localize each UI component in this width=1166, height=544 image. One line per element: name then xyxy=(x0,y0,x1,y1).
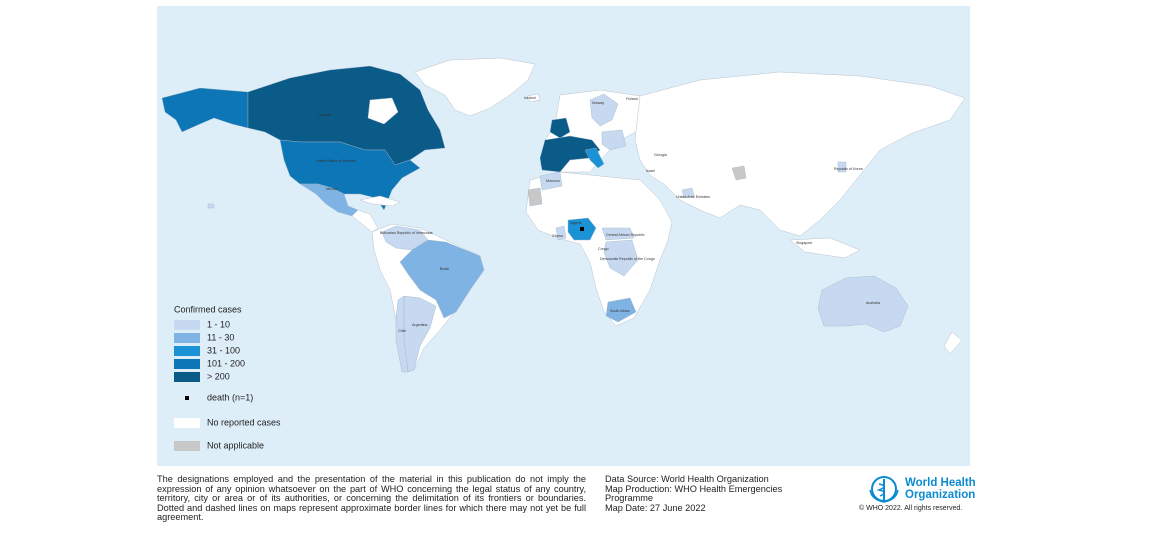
source-line: Data Source: World Health Organization xyxy=(605,474,769,484)
legend-swatch xyxy=(174,441,200,451)
legend-label: No reported cases xyxy=(207,417,281,427)
country-label: Central African Republic xyxy=(606,233,645,237)
country-region xyxy=(584,147,605,169)
landmass xyxy=(789,237,861,259)
logo-line: Organization xyxy=(905,488,976,501)
logo-line: World Health xyxy=(905,477,976,489)
legend-label: 101 - 200 xyxy=(207,358,245,368)
country-label: Iceland xyxy=(524,96,536,100)
country-region xyxy=(161,87,249,133)
landmass xyxy=(943,331,963,355)
who-logo-text: World Health Organization xyxy=(905,477,976,501)
who-emblem xyxy=(869,476,899,503)
landmass xyxy=(367,97,399,125)
country-label: United Arab Emirates xyxy=(676,195,710,199)
landmass xyxy=(526,93,541,103)
country-label: Canada xyxy=(318,113,331,117)
legend-label: 11 - 30 xyxy=(207,332,234,342)
country-region xyxy=(555,225,567,241)
country-region xyxy=(539,171,563,191)
country-label: Bolivarian Republic of Venezuela xyxy=(380,231,433,235)
country-region xyxy=(395,295,409,373)
country-label: Mexico xyxy=(326,187,337,191)
legend-label: Not applicable xyxy=(207,440,264,450)
country-label: Morocco xyxy=(546,179,560,183)
country-label: South Africa xyxy=(610,309,629,313)
country-region xyxy=(601,227,635,241)
country-region xyxy=(549,117,571,139)
legend-swatch xyxy=(174,359,200,369)
country-label: Democratic Republic of the Congo xyxy=(600,257,655,261)
country-label: Brazil xyxy=(440,267,449,271)
country-region xyxy=(817,275,909,333)
country-region xyxy=(527,187,543,207)
country-label: Congo xyxy=(598,247,609,251)
legend-label: 1 - 10 xyxy=(207,319,230,329)
legend-label: > 200 xyxy=(207,371,230,381)
country-label: United States of America xyxy=(316,159,356,163)
country-region xyxy=(837,161,847,173)
legend-swatch xyxy=(174,346,200,356)
legend-label: death (n=1) xyxy=(207,392,253,402)
country-region xyxy=(681,187,695,199)
legend-swatch xyxy=(174,372,200,382)
legend: 1 - 10 11 - 30 31 - 100 101 - 200 > 200 xyxy=(174,319,245,382)
map: Canada United States of America Mexico B… xyxy=(157,6,970,466)
country-label: Australia xyxy=(866,301,880,305)
legend-death-marker xyxy=(185,396,189,400)
country-label: Singapore xyxy=(796,241,812,245)
country-region xyxy=(207,203,215,209)
landmass xyxy=(351,209,379,233)
landmass xyxy=(414,57,536,117)
country-label: Israel xyxy=(646,169,655,173)
country-region xyxy=(399,239,485,319)
copyright: © WHO 2022. All rights reserved. xyxy=(859,505,963,512)
country-region xyxy=(731,165,747,181)
legend-swatch xyxy=(174,333,200,343)
country-region xyxy=(603,239,639,277)
disclaimer: The designations employed and the presen… xyxy=(157,474,586,523)
country-label: Chile xyxy=(398,329,406,333)
landmass xyxy=(634,71,966,237)
legend-title: Confirmed cases xyxy=(174,304,242,314)
source-line: Map Date: 27 June 2022 xyxy=(605,502,706,513)
death-marker xyxy=(580,227,584,231)
country-label: Argentina xyxy=(412,323,427,327)
country-label: Finland xyxy=(626,97,638,101)
country-region xyxy=(589,93,619,127)
country-label: Norway xyxy=(592,101,604,105)
country-region xyxy=(539,135,601,173)
country-label: Ghana xyxy=(552,234,563,238)
country-label: Republic of Korea xyxy=(834,167,863,171)
country-label: Nigeria xyxy=(570,221,581,225)
country-region xyxy=(605,297,637,323)
source-info: Data Source: World Health Organization M… xyxy=(605,474,805,513)
legend-swatch xyxy=(174,320,200,330)
landmass xyxy=(359,195,401,207)
legend-swatch xyxy=(174,418,200,428)
legend-label: 31 - 100 xyxy=(207,345,240,355)
source-line: Map Production: WHO Health Emergencies P… xyxy=(605,483,783,504)
country-region xyxy=(601,129,627,151)
country-label: Georgia xyxy=(654,153,667,157)
